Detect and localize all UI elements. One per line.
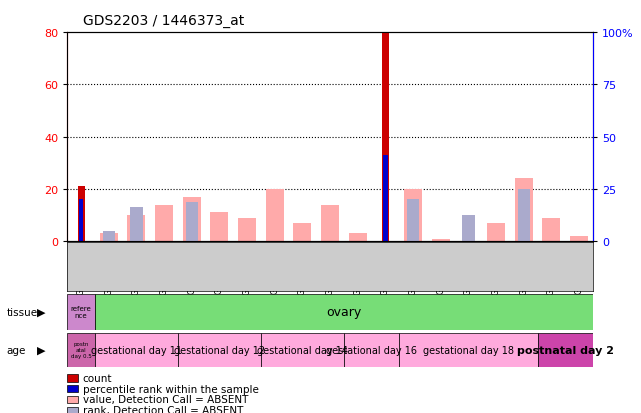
- Text: age: age: [6, 345, 26, 355]
- Bar: [186, 202, 198, 242]
- Bar: [349, 234, 367, 242]
- Text: gestational day 16: gestational day 16: [326, 345, 417, 355]
- Bar: [517, 190, 530, 242]
- Bar: [404, 190, 422, 242]
- Bar: [542, 218, 560, 242]
- Bar: [178, 333, 261, 367]
- Text: count: count: [83, 373, 112, 383]
- Bar: [321, 205, 339, 242]
- Bar: [130, 208, 143, 242]
- Bar: [95, 333, 178, 367]
- Bar: [210, 213, 228, 242]
- Text: refere
nce: refere nce: [71, 306, 92, 319]
- Bar: [67, 385, 78, 392]
- Bar: [183, 197, 201, 242]
- Bar: [382, 33, 389, 242]
- Text: rank, Detection Call = ABSENT: rank, Detection Call = ABSENT: [83, 405, 243, 413]
- Bar: [78, 187, 85, 242]
- Bar: [399, 333, 538, 367]
- Text: percentile rank within the sample: percentile rank within the sample: [83, 384, 258, 394]
- Bar: [155, 205, 173, 242]
- Bar: [100, 234, 118, 242]
- Text: gestational day 11: gestational day 11: [91, 345, 182, 355]
- Bar: [103, 231, 115, 242]
- Text: ▶: ▶: [37, 307, 46, 317]
- Text: ovary: ovary: [326, 306, 362, 319]
- Bar: [383, 156, 388, 242]
- Text: GDS2203 / 1446373_at: GDS2203 / 1446373_at: [83, 14, 245, 28]
- Bar: [67, 333, 95, 367]
- Bar: [67, 375, 78, 382]
- Bar: [515, 179, 533, 242]
- Bar: [344, 333, 399, 367]
- Bar: [294, 223, 312, 242]
- Bar: [266, 190, 284, 242]
- Text: gestational day 14: gestational day 14: [257, 345, 348, 355]
- Bar: [538, 333, 593, 367]
- Bar: [261, 333, 344, 367]
- Text: postn
atal
day 0.5: postn atal day 0.5: [71, 342, 92, 358]
- Text: value, Detection Call = ABSENT: value, Detection Call = ABSENT: [83, 394, 248, 404]
- Bar: [67, 294, 95, 330]
- Bar: [570, 236, 588, 242]
- Bar: [67, 407, 78, 413]
- Bar: [407, 200, 419, 242]
- Bar: [238, 218, 256, 242]
- Text: postnatal day 2: postnatal day 2: [517, 345, 614, 355]
- Text: tissue: tissue: [6, 307, 38, 317]
- Text: ▶: ▶: [37, 345, 46, 355]
- Bar: [432, 239, 450, 242]
- Text: gestational day 18: gestational day 18: [423, 345, 514, 355]
- Bar: [67, 396, 78, 403]
- Bar: [462, 216, 475, 242]
- Bar: [128, 216, 146, 242]
- Bar: [79, 200, 83, 242]
- Bar: [487, 223, 505, 242]
- Text: gestational day 12: gestational day 12: [174, 345, 265, 355]
